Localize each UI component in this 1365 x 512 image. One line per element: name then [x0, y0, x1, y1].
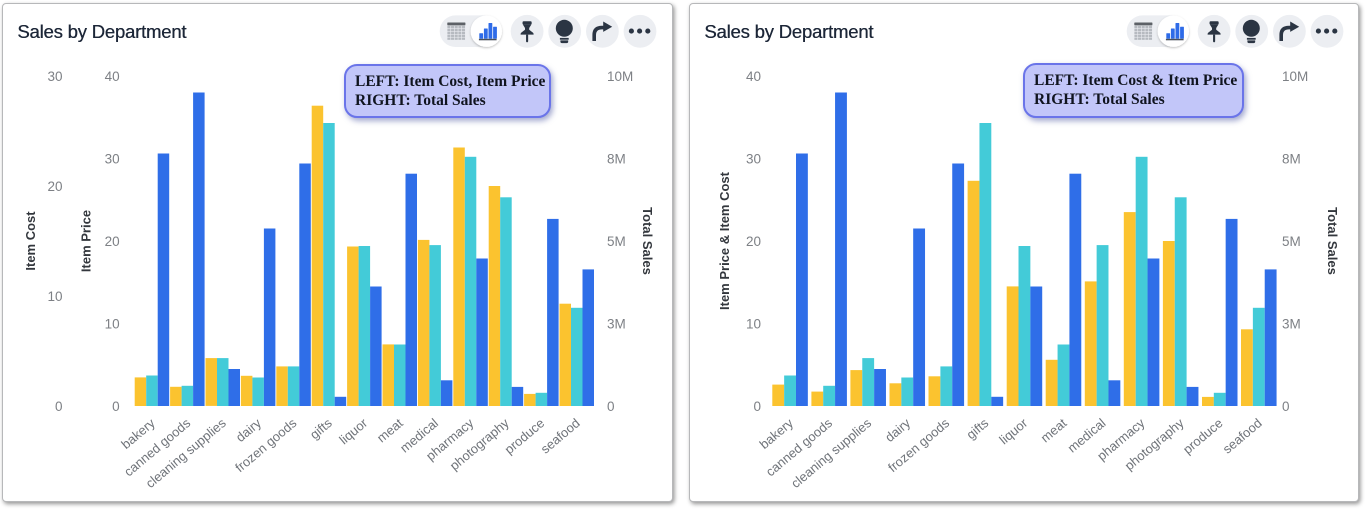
svg-text:40: 40 — [746, 69, 761, 84]
svg-text:3M: 3M — [1282, 317, 1301, 332]
svg-text:gifts: gifts — [307, 415, 335, 442]
svg-text:3M: 3M — [607, 317, 626, 332]
svg-text:20: 20 — [746, 234, 761, 249]
svg-text:0: 0 — [753, 399, 761, 414]
svg-text:frozen goods: frozen goods — [232, 415, 300, 475]
svg-text:5M: 5M — [1282, 234, 1301, 249]
svg-text:seafood: seafood — [1220, 415, 1265, 456]
svg-text:10: 10 — [47, 289, 62, 304]
svg-text:dairy: dairy — [882, 415, 914, 445]
svg-text:10M: 10M — [607, 69, 633, 84]
svg-text:8M: 8M — [1282, 152, 1301, 167]
svg-text:Total Sales: Total Sales — [1325, 207, 1340, 275]
svg-text:30: 30 — [47, 69, 62, 84]
svg-text:0: 0 — [55, 399, 63, 414]
svg-text:40: 40 — [105, 69, 120, 84]
svg-text:0: 0 — [1282, 399, 1290, 414]
svg-text:10: 10 — [746, 317, 761, 332]
svg-text:0: 0 — [607, 399, 615, 414]
svg-text:Item Price & Item Cost: Item Price & Item Cost — [717, 171, 732, 310]
svg-text:0: 0 — [112, 399, 120, 414]
svg-text:produce: produce — [502, 415, 548, 457]
svg-text:30: 30 — [746, 152, 761, 167]
svg-text:8M: 8M — [607, 152, 626, 167]
svg-text:Item Cost: Item Cost — [23, 211, 38, 271]
svg-text:20: 20 — [105, 234, 120, 249]
svg-text:10M: 10M — [1282, 69, 1308, 84]
svg-text:seafood: seafood — [538, 415, 583, 456]
svg-text:produce: produce — [1180, 415, 1226, 457]
svg-text:Item Price: Item Price — [79, 210, 94, 272]
svg-text:meat: meat — [1038, 415, 1070, 445]
svg-text:gifts: gifts — [963, 415, 991, 442]
svg-text:30: 30 — [105, 152, 120, 167]
svg-text:5M: 5M — [607, 234, 626, 249]
svg-text:liquor: liquor — [996, 415, 1031, 447]
svg-text:10: 10 — [105, 317, 120, 332]
svg-text:20: 20 — [47, 179, 62, 194]
svg-text:liquor: liquor — [336, 415, 371, 447]
svg-text:Total Sales: Total Sales — [640, 207, 655, 275]
